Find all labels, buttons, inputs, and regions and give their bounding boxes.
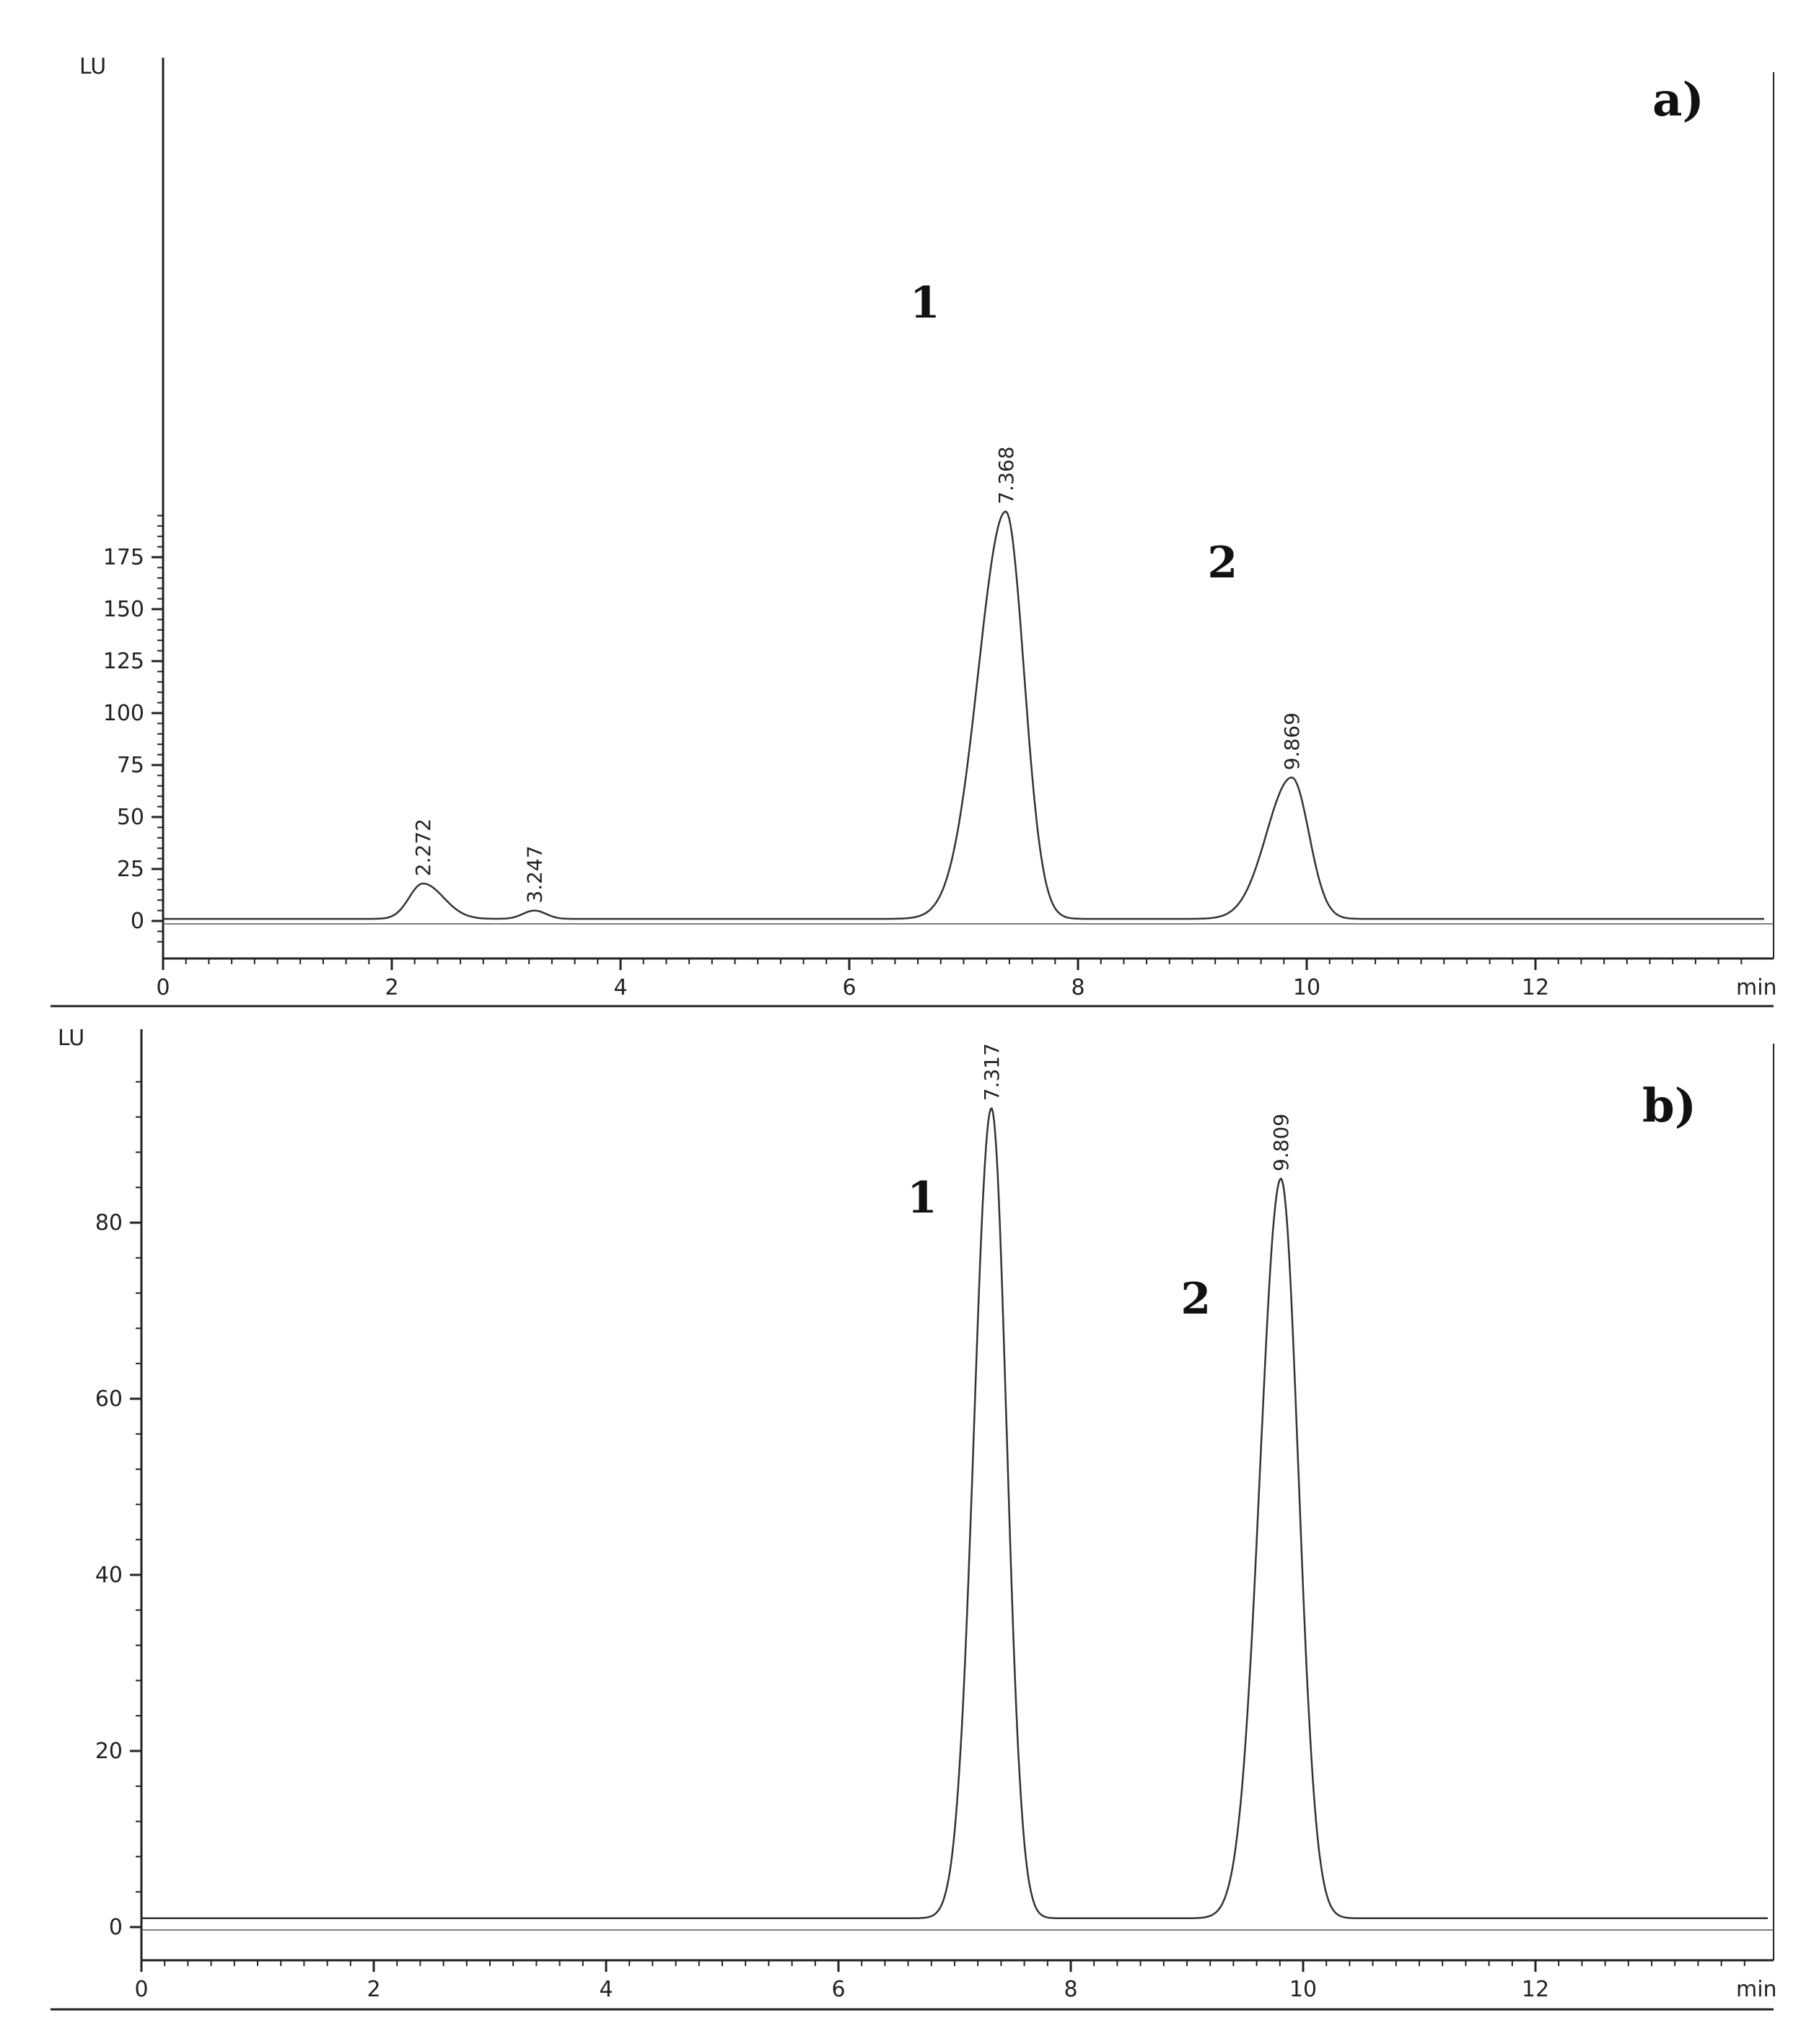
y-tick-label: 0 — [109, 1915, 123, 1940]
x-tick-label: 0 — [134, 1977, 148, 2002]
x-tick-label: 8 — [1071, 975, 1084, 1000]
x-tick-label: 2 — [385, 975, 398, 1000]
peak-number-label: 2 — [1207, 538, 1237, 588]
x-tick-label: 0 — [156, 975, 170, 1000]
x-tick-label: 10 — [1289, 1977, 1317, 2002]
y-tick-label: 80 — [95, 1210, 123, 1236]
peak-rt-label: 7.368 — [994, 446, 1018, 504]
peak-number-label: 1 — [907, 1173, 937, 1223]
y-tick-label: 125 — [103, 649, 144, 674]
x-tick-label: 4 — [599, 1977, 613, 2002]
y-tick-label: 25 — [117, 857, 144, 882]
y-tick-label: 40 — [95, 1563, 123, 1588]
peak-rt-label: 3.247 — [523, 845, 547, 903]
y-tick-label: 60 — [95, 1386, 123, 1412]
x-tick-label: 6 — [831, 1977, 845, 2002]
peak-number-label: 2 — [1180, 1274, 1211, 1324]
y-tick-label: 100 — [103, 701, 144, 726]
x-tick-label: 2 — [367, 1977, 380, 2002]
panel-label: b) — [1642, 1079, 1696, 1133]
y-tick-label: 75 — [117, 753, 144, 778]
chromatogram-panel-b: 0 20 40 60 80 0 2 4 6 8 10 12 LU min 7.317 1 9.809 2 b) — [51, 1026, 1777, 2011]
y-tick-label: 175 — [103, 545, 144, 570]
peak-number-label: 1 — [910, 278, 940, 328]
y-axis-unit-label: LU — [58, 1026, 84, 1051]
x-axis-unit-label: min — [1736, 975, 1777, 1000]
y-axis-unit-label: LU — [79, 54, 106, 79]
panel-label: a) — [1652, 73, 1704, 127]
x-tick-label: 12 — [1522, 975, 1549, 1000]
x-tick-label: 4 — [613, 975, 627, 1000]
x-tick-label: 10 — [1293, 975, 1320, 1000]
y-tick-label: 150 — [103, 597, 144, 622]
x-tick-label: 8 — [1064, 1977, 1077, 2002]
y-tick-label: 50 — [117, 805, 144, 830]
x-axis-unit-label: min — [1736, 1977, 1777, 2002]
y-tick-label: 20 — [95, 1739, 123, 1764]
peak-rt-label: 7.317 — [980, 1043, 1004, 1101]
peak-rt-label: 2.272 — [411, 818, 435, 876]
chromatogram-trace — [141, 1106, 1768, 1920]
x-tick-label: 6 — [842, 975, 856, 1000]
peak-rt-label: 9.809 — [1269, 1114, 1293, 1171]
x-tick-label: 12 — [1522, 1977, 1549, 2002]
peak-rt-label: 9.869 — [1280, 712, 1304, 770]
y-tick-label: 0 — [131, 909, 144, 934]
chromatogram-trace — [163, 510, 1764, 920]
